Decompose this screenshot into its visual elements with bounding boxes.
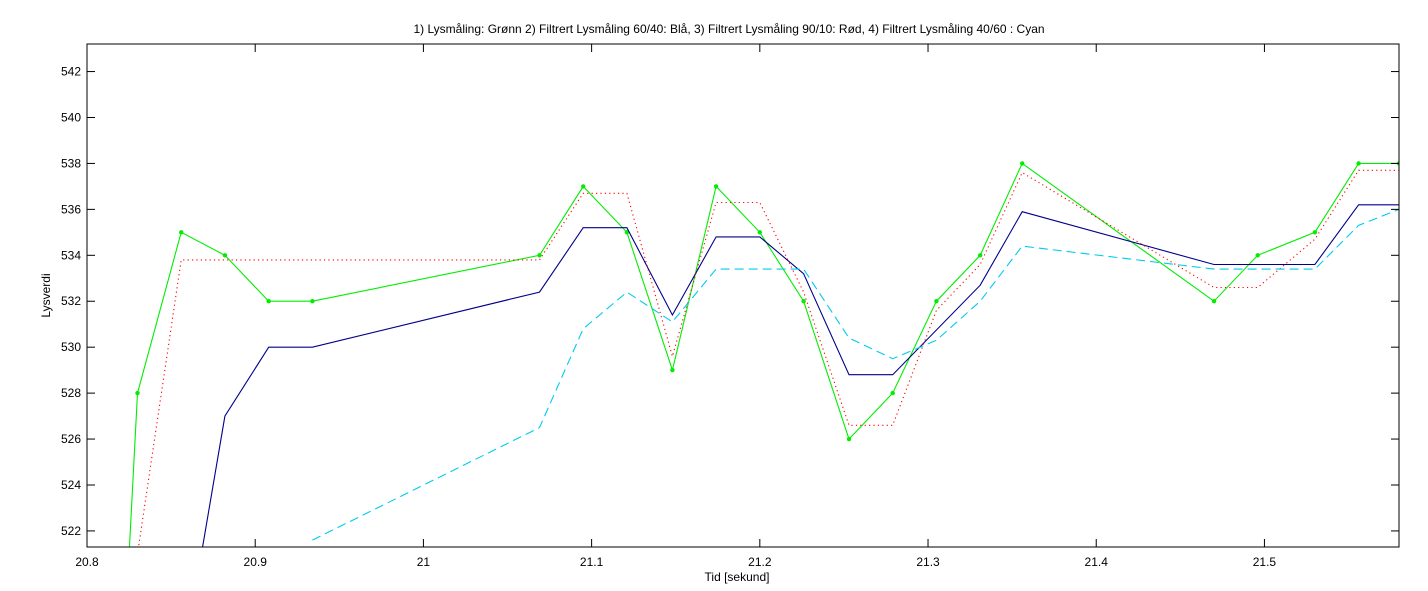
- series-1-point: [846, 436, 852, 442]
- y-tick-label: 530: [61, 340, 81, 354]
- series-1-point: [266, 299, 271, 304]
- y-tick-label: 538: [61, 156, 81, 170]
- series-line-4: [312, 208, 1399, 541]
- y-tick-label: 542: [61, 65, 81, 79]
- chart-title: 1) Lysmåling: Grønn 2) Filtrert Lysmålin…: [413, 22, 1044, 36]
- series-1-point: [1312, 230, 1318, 235]
- series-1-point: [890, 390, 895, 396]
- x-tick-label: 21.3: [916, 555, 940, 569]
- y-tick-label: 526: [61, 432, 81, 446]
- series-1-point: [1255, 253, 1260, 258]
- series-1-point: [1211, 299, 1217, 304]
- y-tick-label: 540: [61, 110, 81, 124]
- series-line-2: [202, 204, 1399, 547]
- axes: 20.8 20.9 21 21.1 21.2 21.3 21.4 21.5 522 524 526 5…: [61, 43, 1400, 569]
- series-1-point: [801, 299, 806, 304]
- y-tick-label: 532: [61, 294, 81, 308]
- x-tick-label: 20.9: [244, 555, 268, 569]
- series-1-point: [670, 367, 675, 373]
- series-1-point: [624, 230, 630, 235]
- y-tick-label: 522: [61, 524, 81, 538]
- series-line-1: [128, 162, 1399, 547]
- x-tick-label: 21.5: [1253, 555, 1277, 569]
- plot-area: [127, 161, 1399, 556]
- y-tick-label: 534: [61, 248, 81, 262]
- x-tick-label: 21.2: [748, 555, 772, 569]
- axes-box: [86, 43, 1400, 548]
- x-axis-title: Tid [sekund]: [705, 570, 770, 584]
- series-1-point: [581, 184, 586, 189]
- series-1-point: [934, 299, 939, 304]
- x-tick-label: 21.1: [580, 555, 604, 569]
- x-tick-label: 21: [417, 555, 431, 569]
- series-1-point: [310, 299, 315, 304]
- series-1-point: [537, 253, 542, 258]
- series-1-point: [1356, 161, 1361, 166]
- series-1-point: [1020, 161, 1025, 166]
- series-1-point: [713, 184, 719, 189]
- series-line-3: [137, 169, 1399, 547]
- y-tick-label: 536: [61, 202, 81, 216]
- x-tick-label: 20.8: [75, 555, 99, 569]
- y-tick-label: 528: [61, 386, 81, 400]
- series-1-point: [127, 552, 131, 556]
- series-1-point: [222, 253, 228, 258]
- series-1-point: [135, 390, 140, 396]
- x-tick-label: 21.4: [1085, 555, 1109, 569]
- y-axis-title: Lysverdi: [39, 273, 53, 317]
- series-1-point: [179, 230, 184, 235]
- series-1-point: [978, 253, 983, 258]
- series-1-point: [757, 230, 762, 235]
- y-tick-label: 524: [61, 478, 81, 492]
